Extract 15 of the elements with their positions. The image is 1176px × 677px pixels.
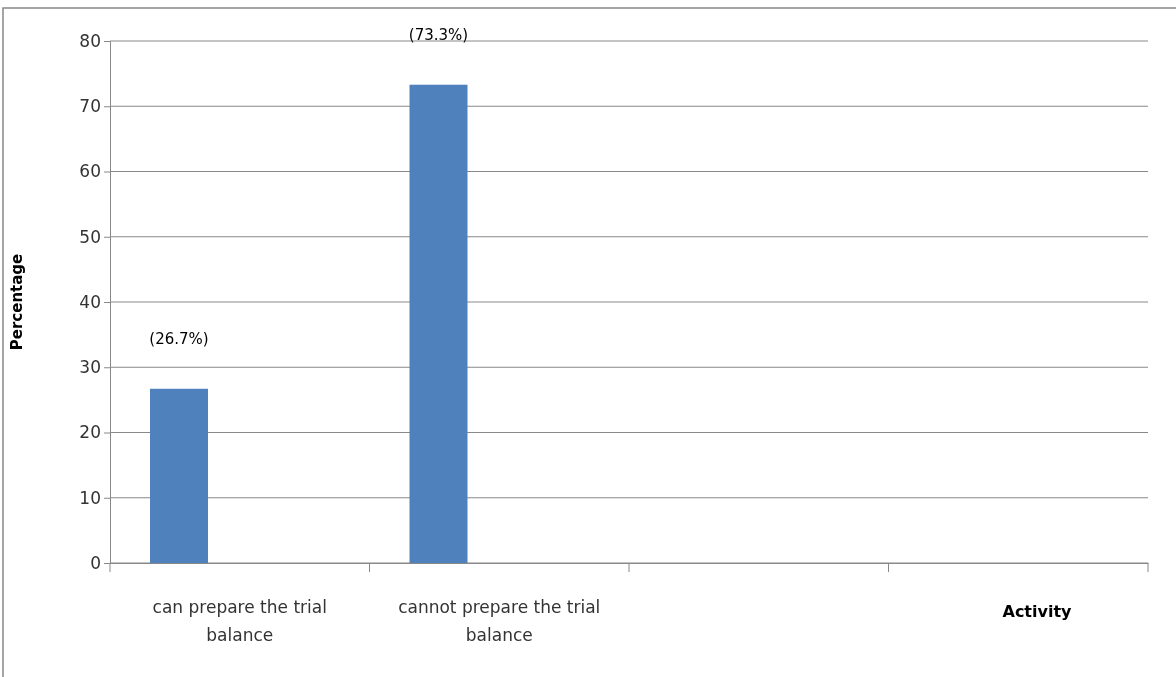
data-label: (26.7%) (149, 329, 209, 348)
x-axis-title: Activity (1002, 602, 1073, 621)
y-tick-label: 70 (79, 96, 101, 117)
x-tick-label: can prepare the trial balance (152, 597, 327, 645)
y-tick-label: 0 (90, 552, 101, 573)
y-axis-title: Percentage (8, 253, 26, 351)
y-tick-label: 60 (79, 161, 101, 182)
y-tick-label: 40 (79, 291, 101, 312)
y-tick-label: 50 (79, 226, 101, 247)
y-tick-label: 30 (79, 357, 101, 378)
y-tick-label: 80 (79, 30, 101, 51)
x-tick-label: cannot prepare the trial balance (398, 597, 601, 645)
y-tick-label: 10 (79, 487, 101, 508)
y-tick-label: 20 (79, 422, 101, 443)
data-label: (73.3%) (408, 25, 469, 44)
